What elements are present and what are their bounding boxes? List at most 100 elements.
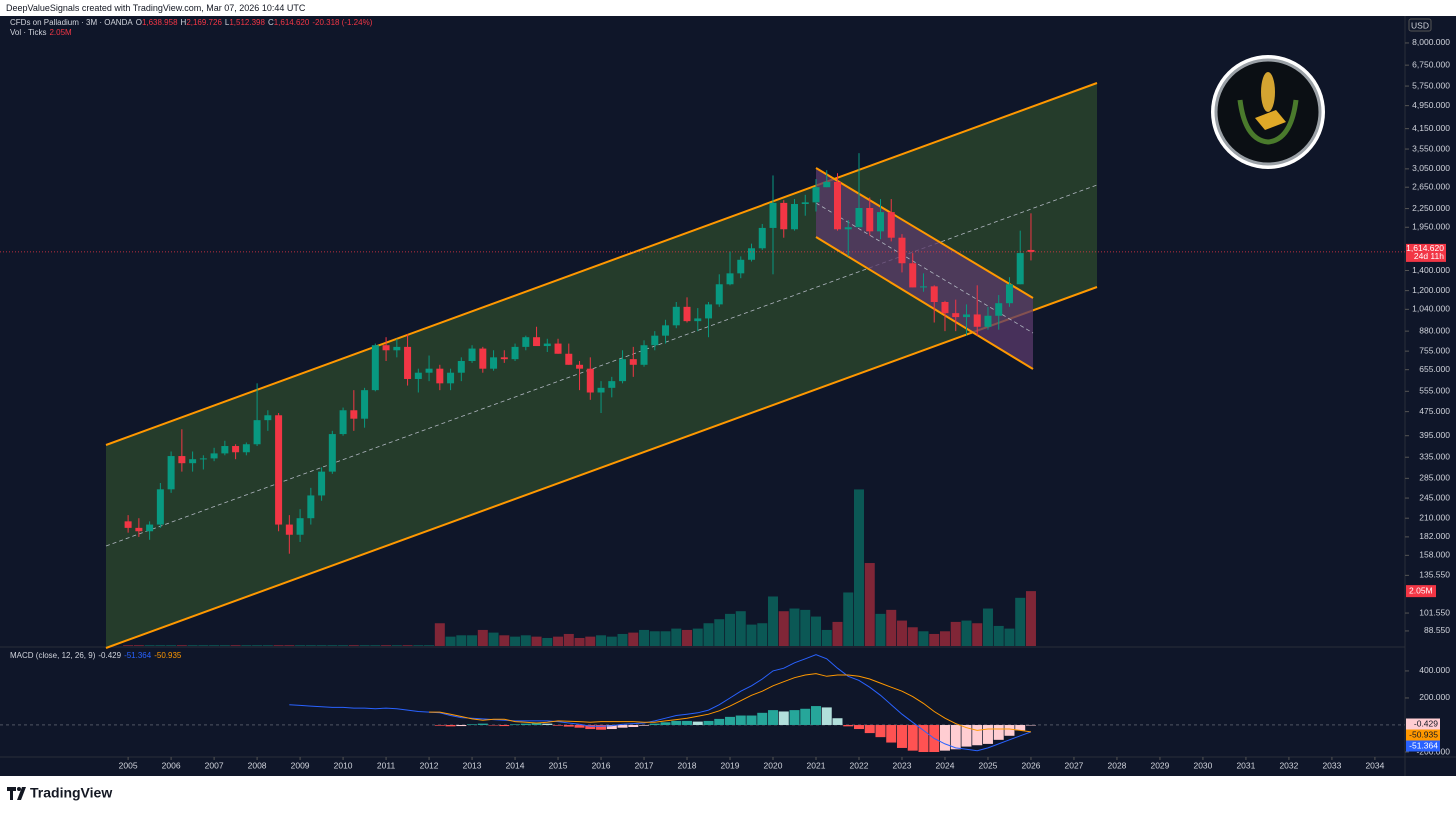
macd-y-tick-label: 400.000: [1419, 665, 1450, 675]
legend-text: CFDs on Palladium · 3M · OANDA: [10, 18, 133, 27]
y-tick-label: 755.000: [1419, 345, 1450, 355]
legend-text: Vol · Ticks: [10, 28, 47, 37]
legend-row: MACD (close, 12, 26, 9) -0.429 -51.364 -50.…: [10, 651, 184, 661]
y-tick-label: 4,150.000: [1412, 123, 1450, 133]
candle-body: [318, 471, 326, 496]
candle-body: [576, 364, 584, 369]
volume-bar: [155, 645, 166, 646]
volume-bar: [456, 635, 467, 646]
volume-bar: [219, 645, 230, 646]
macd-histogram-bar: [617, 724, 628, 728]
macd-histogram-bar: [800, 708, 811, 725]
x-tick-label: 2014: [506, 760, 525, 770]
volume-bar: [553, 636, 564, 646]
legend-text: -20.318 (-1.24%): [312, 18, 373, 27]
volume-bar: [499, 635, 510, 646]
candle-body: [909, 263, 917, 288]
x-tick-label: 2020: [764, 760, 783, 770]
x-tick-label: 2029: [1150, 760, 1169, 770]
volume-bar: [768, 596, 779, 646]
volume-bar: [187, 645, 198, 646]
volume-bar: [682, 629, 693, 646]
macd-histogram-bar: [467, 724, 478, 725]
candle-body: [339, 410, 347, 435]
macd-value-label: -0.429: [1414, 718, 1438, 728]
volume-bar: [391, 645, 402, 646]
volume-bar: [510, 636, 521, 646]
candle-body: [715, 284, 723, 305]
candle-body: [500, 357, 508, 360]
macd-histogram-bar: [746, 715, 757, 725]
volume-bar: [262, 645, 273, 646]
candle-body: [887, 212, 895, 238]
volume-label: 2.05M: [1409, 585, 1433, 595]
candle-body: [973, 314, 981, 327]
candle-body: [919, 286, 927, 288]
volume-bar: [725, 613, 736, 646]
candle-body: [328, 434, 336, 472]
volume-bar: [886, 609, 897, 646]
macd-value-label: -51.364: [1409, 740, 1438, 750]
chart: USD 8,000.000 6,750.000 5,750.000 4,950.000…: [0, 16, 1456, 776]
channel-upper: [105, 82, 1098, 446]
volume-bar: [757, 623, 768, 646]
volume-bar: [703, 623, 714, 646]
candle-body: [425, 368, 433, 373]
x-tick-label: 2032: [1279, 760, 1298, 770]
legend-row: CFDs on Palladium · 3M · OANDA O1,638.958…: [10, 18, 375, 28]
y-tick-label: 6,750.000: [1412, 59, 1450, 69]
volume-bar: [811, 616, 822, 646]
volume-bar: [359, 645, 370, 646]
y-tick-label: 158.000: [1419, 550, 1450, 560]
candle-body: [543, 343, 551, 347]
x-tick-label: 2022: [850, 760, 869, 770]
legend-text: 2,169.726: [186, 18, 222, 27]
candle-body: [833, 181, 841, 230]
brand-icon: [7, 787, 26, 800]
volume-bar: [327, 645, 338, 646]
volume-bar: [993, 625, 1004, 646]
candle-body: [232, 446, 240, 453]
volume-bar: [563, 633, 574, 646]
legend-text: L: [224, 18, 230, 27]
volume-bar: [639, 629, 650, 646]
x-tick-label: 2034: [1365, 760, 1384, 770]
volume-bar: [1004, 628, 1015, 646]
macd-histogram-bar: [886, 724, 897, 743]
candle-body: [264, 415, 272, 421]
countdown: 24d 11h: [1414, 251, 1444, 261]
macd-histogram-bar: [563, 724, 574, 727]
macd-histogram-bar: [853, 724, 864, 730]
macd-histogram-bar: [510, 724, 521, 725]
candle-body: [350, 410, 358, 419]
volume-bar: [166, 645, 177, 646]
macd-histogram-bar: [875, 724, 886, 738]
volume-bar: [574, 637, 585, 646]
candle-body: [522, 337, 530, 347]
volume-bar: [660, 631, 671, 646]
y-tick-label: 395.000: [1419, 430, 1450, 440]
candle-body: [1005, 284, 1013, 304]
macd-histogram-bar: [821, 707, 832, 725]
legend-text: -50.935: [154, 651, 182, 660]
y-tick-label: 1,400.000: [1412, 265, 1450, 275]
x-tick-label: 2019: [721, 760, 740, 770]
volume-bar: [209, 645, 220, 646]
macd-histogram-bar: [811, 706, 822, 725]
candle-body: [726, 273, 734, 285]
x-tick-label: 2011: [377, 760, 396, 770]
macd-line: [289, 654, 1032, 752]
x-tick-label: 2033: [1322, 760, 1341, 770]
volume-bar: [929, 633, 940, 646]
legend: CFDs on Palladium · 3M · OANDA O1,638.958…: [10, 18, 375, 660]
macd-histogram-bar: [574, 724, 585, 728]
y-tick-label: 4,950.000: [1412, 100, 1450, 110]
volume-bar: [477, 629, 488, 646]
legend-text: 1,512.398: [229, 18, 265, 27]
legend-text: O: [135, 18, 142, 27]
macd-histogram-bar: [477, 723, 488, 725]
candle-body: [189, 459, 197, 464]
macd-histogram-bar: [488, 724, 499, 726]
macd-histogram-bar: [553, 724, 564, 726]
volume-bar: [316, 645, 327, 646]
